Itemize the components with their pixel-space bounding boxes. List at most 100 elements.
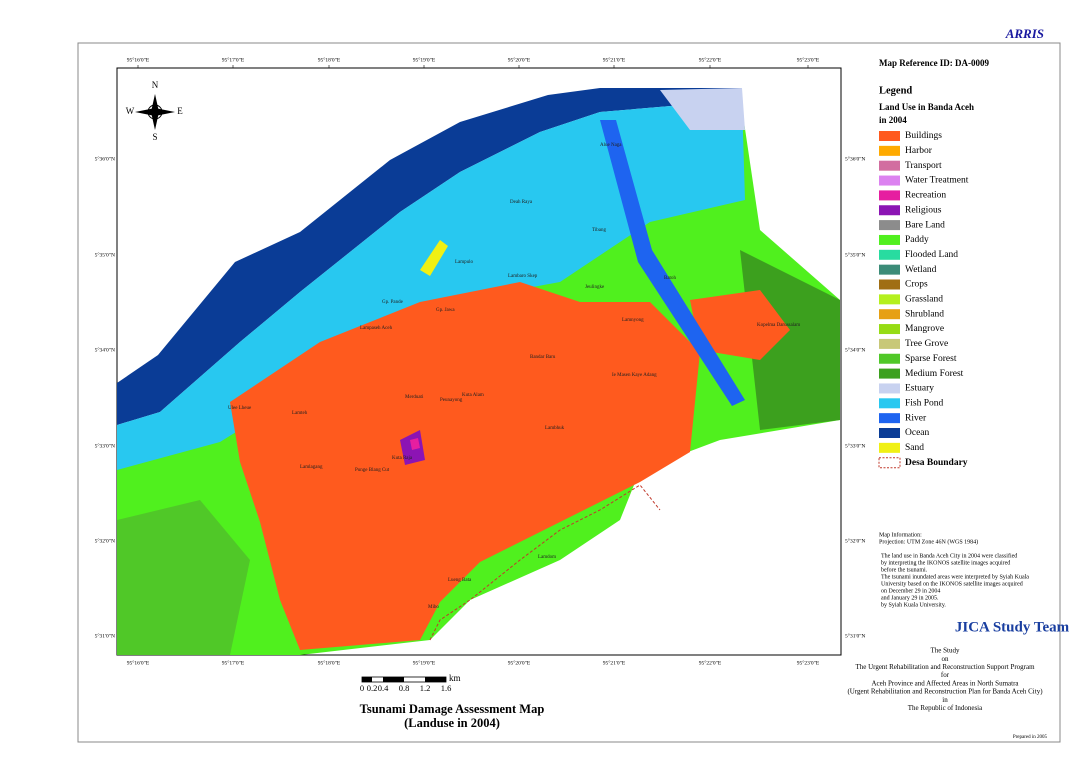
map-info: Projection: UTM Zone 46N (WGS 1984)	[879, 538, 978, 545]
latitude-label: 5°36'0"N	[95, 155, 115, 162]
legend-swatch	[879, 220, 900, 231]
place-name: Bandar Baru	[530, 355, 556, 360]
legend-swatch	[879, 131, 900, 141]
buildings-area	[690, 290, 790, 360]
legend-swatch	[879, 309, 900, 320]
longitude-label: 95°18'0"E	[318, 659, 341, 666]
note: by interpreting the IKONOS satellite ima…	[881, 560, 1010, 566]
place-name: Lampaseh Aceh	[360, 326, 393, 331]
land-use-map	[117, 88, 840, 655]
latitude-label: 5°34'0"N	[95, 346, 115, 353]
recreation-area	[410, 438, 420, 450]
prepared: Prepared in 2005	[1013, 735, 1048, 740]
study-line: The Urgent Rehabilitation and Reconstruc…	[855, 663, 1035, 671]
legend-label: Sand	[905, 443, 924, 453]
place-name: Lamlagang	[300, 465, 323, 470]
note: University based on the IKONOS satellite…	[881, 581, 1023, 587]
place-name: Punge Blang Cut	[355, 468, 390, 473]
map-reference: Map Reference ID: DA-0009	[879, 58, 990, 68]
longitude-label: 95°16'0"E	[127, 659, 150, 666]
legend: Buildings Harbor Transport Water Treatment R…	[878, 131, 969, 469]
river	[600, 120, 745, 406]
place-name: Lueng Bata	[448, 578, 472, 583]
scale-tick-label: 1.6	[441, 683, 452, 693]
place-name: Alue Naga	[600, 143, 622, 148]
place-name: Kopelma Darussalam	[757, 323, 800, 328]
legend-label: Religious	[905, 205, 942, 215]
place-name: Merduati	[405, 395, 424, 400]
legend-swatch	[879, 249, 900, 260]
longitude-label: 95°16'0"E	[127, 56, 150, 63]
legend-label: Medium Forest	[905, 369, 964, 379]
legend-swatch	[879, 190, 900, 201]
legend-label: Grassland	[905, 295, 943, 305]
legend-label: Fish Pond	[905, 398, 944, 408]
note: before the tsunami.	[881, 566, 928, 573]
study-line: for	[941, 671, 950, 679]
compass-w: W	[126, 106, 135, 116]
compass-s: S	[152, 132, 157, 142]
study-line: (Urgent Rehabilitation and Reconstructio…	[847, 688, 1043, 696]
longitude-label: 95°17'0"E	[222, 659, 245, 666]
place-name: Gp. Jawa	[436, 308, 455, 313]
legend-label: Wetland	[905, 265, 937, 275]
longitude-label: 95°20'0"E	[508, 659, 531, 666]
legend-label: Flooded Land	[905, 250, 958, 260]
legend-swatch	[879, 145, 900, 156]
longitude-label: 95°21'0"E	[603, 659, 626, 666]
legend-label: Transport	[905, 161, 942, 171]
legend-swatch	[879, 368, 900, 379]
legend-label: Tree Grove	[905, 339, 948, 349]
note: The tsunami inundated areas were interpr…	[881, 574, 1029, 580]
legend-swatch	[879, 442, 900, 453]
longitude-label: 95°19'0"E	[413, 659, 436, 666]
legend-swatch	[879, 279, 900, 290]
scale-unit: km	[449, 673, 461, 683]
place-name: Deah Raya	[510, 200, 533, 205]
latitude-label: 5°32'0"N	[95, 537, 115, 544]
ocean-area	[117, 88, 742, 425]
map-info: Map Information:	[879, 531, 922, 538]
place-name: Ulee Lheue	[228, 406, 252, 411]
legend-swatch	[879, 234, 900, 245]
legend-swatch	[879, 398, 900, 409]
scale-tick-label: 0.4	[378, 683, 389, 693]
legend-label: Buildings	[905, 131, 942, 141]
legend-swatch	[879, 428, 900, 438]
buildings-area	[230, 282, 700, 650]
longitude-label: 95°18'0"E	[318, 56, 341, 63]
longitude-label: 95°23'0"E	[797, 56, 820, 63]
place-name: Jeulingke	[585, 285, 605, 290]
place-name: Lamteh	[292, 411, 308, 416]
place-name: Lamnyong	[622, 318, 644, 323]
place-name: Kuta Alam	[462, 393, 484, 398]
latitude-label: 5°31'0"N	[95, 632, 115, 639]
longitude-label: 95°17'0"E	[222, 56, 245, 63]
place-name: Ie Masen Kaye Adang	[612, 373, 657, 378]
legend-subtitle: Land Use in Banda Aceh	[879, 102, 974, 112]
legend-label: Estuary	[905, 384, 934, 394]
legend-label: Recreation	[905, 191, 946, 201]
place-name: Lampulo	[455, 260, 474, 265]
latitude-label: 5°33'0"N	[845, 442, 865, 449]
compass-n: N	[152, 80, 159, 90]
latitude-label: 5°31'0"N	[845, 632, 865, 639]
legend-label: Water Treatment	[905, 176, 969, 186]
estuary-area	[660, 88, 745, 130]
legend-swatch	[879, 294, 900, 305]
place-name: Mibo	[428, 605, 439, 610]
legend-label: River	[905, 413, 927, 423]
study-line: The Study	[931, 647, 960, 655]
legend-swatch	[879, 353, 900, 364]
longitude-label: 95°21'0"E	[603, 56, 626, 63]
legend-swatch	[878, 457, 901, 469]
longitude-label: 95°19'0"E	[413, 56, 436, 63]
latitude-label: 5°35'0"N	[95, 251, 115, 258]
legend-label: Shrubland	[905, 309, 944, 319]
latitude-label: 5°34'0"N	[845, 346, 865, 353]
note: on December 29 in 2004	[881, 588, 940, 594]
latitude-label: 5°32'0"N	[845, 537, 865, 544]
legend-swatch	[879, 383, 900, 394]
legend-swatch	[879, 205, 900, 216]
